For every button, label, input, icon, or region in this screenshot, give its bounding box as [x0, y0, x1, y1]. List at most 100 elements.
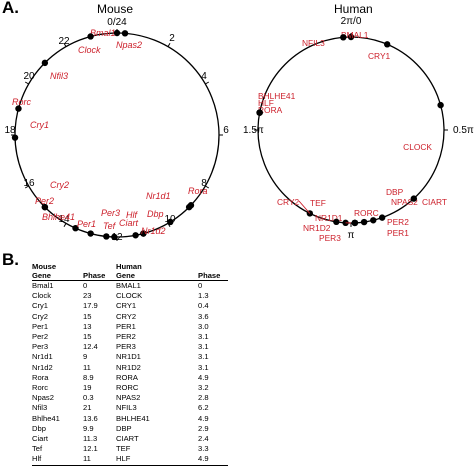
table-row: Clock 23 CLOCK 1.3 — [32, 291, 228, 301]
gene-phase-point — [15, 105, 22, 112]
mouse-gene-cell: Cry1 — [32, 301, 49, 311]
human-phase-cell: 4.9 — [198, 372, 209, 382]
mouse-phase-cell: 17.9 — [83, 301, 98, 311]
mouse-gene-cell: Tef — [32, 444, 43, 454]
gene-phase-point — [360, 218, 368, 226]
human-phase-cell: 0 — [198, 281, 203, 290]
human-gene-cell: PER3 — [116, 342, 136, 352]
gene-phase-point — [384, 41, 391, 48]
gene-phase-point — [41, 59, 49, 67]
gene-label: Bmal1 — [90, 28, 116, 38]
mouse-phase-cell: 13.6 — [83, 413, 98, 423]
human-phase-cell: 0.4 — [198, 301, 209, 311]
axis-tick-label: π — [348, 230, 355, 241]
gene-label: RORA — [258, 105, 283, 115]
table-header-blank — [198, 262, 228, 271]
gene-phase-point — [347, 33, 355, 41]
gene-phase-point — [132, 232, 139, 239]
human-gene-cell: DBP — [116, 423, 132, 433]
gene-phase-point — [87, 230, 94, 237]
mouse-gene-cell: Nfil3 — [32, 403, 48, 413]
axis-tick — [24, 185, 29, 189]
gene-label: PER3 — [319, 233, 341, 243]
gene-phase-point — [87, 33, 94, 40]
human-phase-cell: 2.9 — [198, 423, 209, 433]
gene-phase-point — [103, 233, 110, 240]
mouse-gene-cell: Bhlhe41 — [32, 413, 60, 423]
axis-tick-label: 20 — [23, 71, 35, 82]
gene-label: RORC — [354, 208, 379, 218]
axis-tick — [63, 42, 67, 47]
table-header-human: Human — [116, 262, 142, 271]
human-gene-cell: RORC — [116, 383, 139, 393]
mouse-gene-cell: Per2 — [32, 332, 49, 342]
mouse-phase-cell: 0 — [83, 281, 88, 290]
axis-tick — [63, 223, 67, 228]
gene-label: Per1 — [77, 219, 96, 229]
gene-label: PER2 — [387, 217, 409, 227]
mouse-phase-cell: 12.4 — [83, 342, 98, 352]
mouse-phase-cell: 8.9 — [83, 372, 94, 382]
table-header-phase: Phase — [198, 271, 228, 281]
gene-label: Per3 — [101, 208, 120, 218]
mouse-phase-cell: 11 — [83, 362, 91, 372]
gene-leader-line — [298, 200, 311, 214]
mouse-gene-cell: Npas2 — [32, 393, 54, 403]
table-row: Dbp 9.9 DBP 2.9 — [32, 424, 228, 434]
axis-tick-label: 2π/0 — [341, 16, 362, 27]
human-gene-cell: NFIL3 — [116, 403, 137, 413]
human-gene-cell: BMAL1 — [116, 281, 141, 290]
gene-label: Rorc — [12, 97, 32, 107]
gene-phase-point — [333, 218, 340, 226]
axis-tick-label: 16 — [23, 178, 35, 189]
gene-phase-point — [340, 34, 347, 41]
table-header-blank — [83, 262, 116, 271]
mouse-phase-cell: 15 — [83, 311, 92, 321]
table-row: Bmal1 0 BMAL1 0 — [32, 281, 228, 292]
table-row: Nr1d2 11 NR1D2 3.1 — [32, 363, 228, 373]
gene-phase-point — [187, 202, 195, 209]
gene-phase-point — [41, 203, 49, 211]
human-phase-cell: 4.9 — [198, 454, 228, 466]
human-gene-cell: PER1 — [116, 321, 136, 331]
table-row: Nr1d1 9 NR1D1 3.1 — [32, 352, 228, 362]
mouse-gene-cell: Hlf — [32, 454, 83, 466]
human-gene-cell: HLF — [116, 454, 198, 466]
mouse-phase-cell: 9 — [83, 352, 88, 362]
gene-label: Npas2 — [116, 40, 142, 50]
axis-tick-label: 22 — [58, 36, 70, 47]
mouse-gene-cell: Clock — [32, 291, 51, 301]
mouse-gene-cell: Cry2 — [32, 311, 49, 321]
axis-tick-label: 1.5π — [243, 125, 264, 136]
gene-label: TEF — [310, 198, 326, 208]
mouse-gene-cell: Nr1d2 — [32, 362, 53, 372]
axis-tick — [167, 42, 171, 47]
mouse-gene-cell: Per1 — [32, 321, 49, 331]
table-header-gene: Gene — [32, 271, 83, 281]
panel-label-b: B. — [2, 250, 19, 269]
table-row: Ciart 11.3 CIART 2.4 — [32, 434, 228, 444]
phase-table: Mouse Human Gene Phase Gene Phase Bmal1 0… — [32, 262, 228, 466]
gene-label: BHLHE41 — [258, 91, 296, 101]
axis-tick-label: 4 — [201, 71, 207, 82]
human-chart-title: Human — [334, 2, 373, 16]
table-row: Bhlhe41 13.6 BHLHE41 4.9 — [32, 414, 228, 424]
table-row: Npas2 0.3 NPAS2 2.8 — [32, 393, 228, 403]
gene-label: NR1D2 — [303, 223, 331, 233]
human-phase-cell: 2.8 — [198, 393, 209, 403]
gene-label: HLF — [258, 98, 274, 108]
human-phase-cell: 3.1 — [198, 342, 209, 352]
gene-phase-point — [167, 218, 174, 226]
gene-phase-point — [11, 134, 19, 141]
axis-tick-label: 8 — [201, 178, 207, 189]
panel-label-a: A. — [2, 0, 19, 17]
human-phase-cell: 3.2 — [198, 383, 209, 393]
gene-label: NR1D1 — [315, 213, 343, 223]
table-row: Cry1 17.9 CRY1 0.4 — [32, 301, 228, 311]
human-phase-cell: 3.1 — [198, 352, 209, 362]
human-gene-cell: CRY2 — [116, 311, 137, 321]
gene-label: Cry1 — [30, 120, 49, 130]
gene-phase-point — [111, 233, 118, 241]
human-phase-cell: 3.6 — [198, 311, 209, 321]
gene-phase-point — [410, 195, 418, 202]
